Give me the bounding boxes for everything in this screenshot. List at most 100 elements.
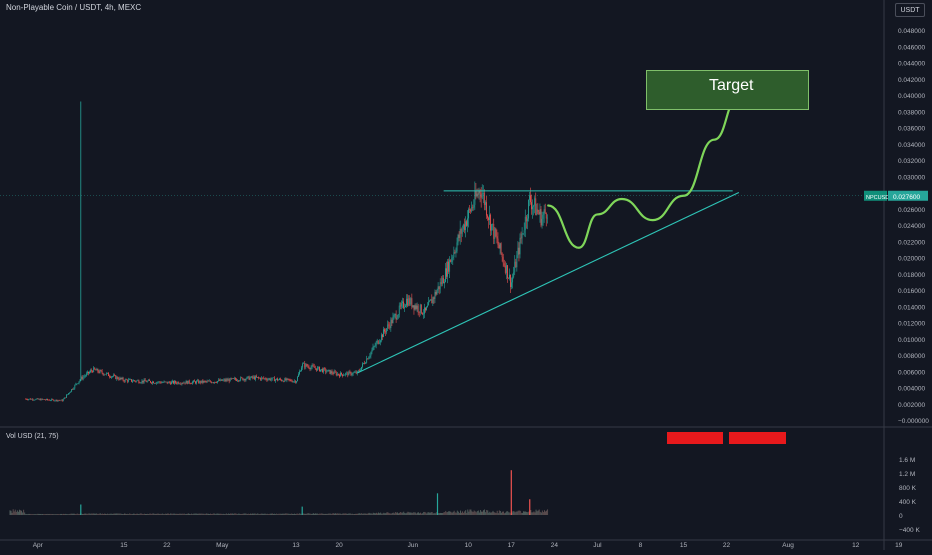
volume-bar [476, 511, 478, 515]
volume-bar [297, 513, 299, 515]
volume-bar [98, 513, 100, 515]
time-tick-label: 20 [335, 542, 343, 549]
candle-body [341, 372, 342, 375]
volume-bar [362, 513, 364, 515]
candle-body [372, 346, 374, 350]
volume-bar [50, 514, 52, 515]
candle-body [85, 373, 87, 376]
volume-bar [385, 513, 387, 515]
target-box[interactable] [646, 70, 809, 110]
candle-body [174, 381, 175, 384]
candle-body [91, 370, 92, 371]
volume-bar [331, 513, 333, 515]
candle-body [452, 257, 454, 259]
candle-body [377, 340, 379, 344]
volume-bar [484, 509, 486, 515]
candle-body [67, 394, 68, 396]
candle-body [510, 274, 511, 287]
candle-body [300, 371, 301, 372]
volume-bar [426, 513, 428, 515]
volume-bar [463, 512, 465, 515]
candle-body [277, 378, 278, 381]
volume-bar [125, 513, 126, 515]
annotations [0, 94, 884, 374]
volume-bar [448, 511, 450, 515]
volume-bar [169, 514, 171, 515]
volume-bar [310, 513, 312, 515]
volume-bar [120, 513, 122, 515]
volume-bar [350, 513, 352, 515]
candle-body [43, 399, 45, 400]
candle-body [119, 377, 121, 380]
candle-body [148, 380, 150, 382]
candle-body [104, 374, 106, 376]
candle-body [356, 371, 358, 374]
volume-bar [491, 512, 493, 515]
volume-bar [344, 513, 346, 515]
volume-bar [242, 513, 244, 515]
candle-body [235, 378, 236, 380]
volume-bar [32, 514, 34, 515]
candle-body [218, 379, 220, 382]
volume-bar [94, 513, 96, 515]
volume-bar [494, 512, 496, 515]
candle-body [259, 377, 260, 379]
candle-body [365, 362, 367, 364]
volume-bar [495, 512, 497, 515]
candle-body [204, 381, 206, 382]
volume-bar [171, 513, 173, 515]
volume-bar [434, 513, 436, 515]
currency-selector[interactable]: USDT [895, 3, 925, 17]
candle-body [294, 380, 296, 383]
candle-body [69, 392, 70, 394]
candle-body [405, 305, 406, 308]
candle-body [467, 218, 468, 226]
candle-body [252, 376, 254, 378]
candle-body [240, 377, 242, 381]
candle-body [314, 367, 316, 369]
volume-bar [353, 513, 355, 515]
candle-body [332, 373, 334, 374]
volume-bar [401, 512, 403, 515]
candle-body [276, 378, 277, 380]
candle-body [340, 372, 341, 377]
volume-bar [457, 511, 459, 515]
candle-body [529, 195, 530, 200]
candle-body [479, 190, 481, 194]
volume-indicator-title[interactable]: Vol USD (21, 75) [6, 433, 59, 440]
volume-bar [442, 513, 444, 515]
candle-body [264, 378, 266, 379]
candle-body [397, 314, 399, 318]
volume-bar [282, 513, 284, 515]
volume-bar [429, 512, 431, 515]
candle-body [437, 286, 439, 291]
volume-bar [255, 513, 257, 515]
volume-bar-highlight [436, 493, 439, 515]
candle-body [188, 380, 190, 384]
pair-title: Non-Playable Coin / USDT, 4h, MEXC [6, 3, 142, 12]
candle-body [280, 378, 281, 380]
volume-bar [443, 512, 445, 515]
price-tick-label: 0.018000 [898, 272, 925, 279]
volume-bar [424, 511, 426, 515]
candle-body [323, 368, 325, 373]
candle-body [543, 209, 545, 215]
volume-bar [92, 513, 94, 515]
volume-bar [154, 514, 156, 515]
candle-body [471, 207, 473, 212]
candle-body [166, 381, 168, 384]
volume-bar [441, 513, 442, 515]
symbol-label-bg [864, 190, 887, 201]
volume-tick-label: 1.6 M [899, 457, 915, 464]
candle-body [183, 382, 185, 384]
candle-body [210, 381, 212, 383]
volume-bar [264, 513, 266, 515]
volume-bar [294, 513, 295, 515]
candle-body [171, 381, 172, 385]
candle-body [282, 380, 284, 382]
candle-body [129, 379, 130, 380]
candle-body [325, 368, 327, 373]
volume-bar [313, 513, 314, 515]
